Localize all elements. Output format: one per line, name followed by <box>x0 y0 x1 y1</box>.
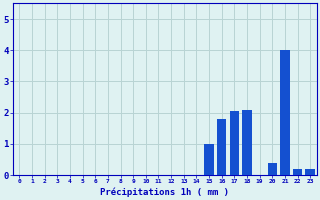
Bar <box>229 111 239 175</box>
Bar <box>280 50 290 175</box>
X-axis label: Précipitations 1h ( mm ): Précipitations 1h ( mm ) <box>100 187 229 197</box>
Bar <box>204 144 214 175</box>
Bar <box>217 119 227 175</box>
Bar <box>306 169 315 175</box>
Bar <box>268 163 277 175</box>
Bar <box>293 169 302 175</box>
Bar <box>242 110 252 175</box>
